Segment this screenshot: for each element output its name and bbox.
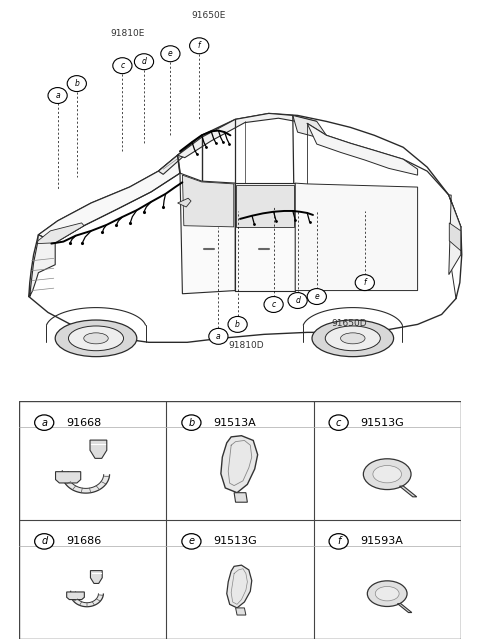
Text: 91686: 91686 [66, 537, 102, 546]
Text: f: f [198, 41, 201, 50]
Polygon shape [234, 492, 247, 502]
Circle shape [67, 76, 86, 92]
Text: 91668: 91668 [66, 418, 102, 428]
Polygon shape [30, 235, 55, 297]
Polygon shape [182, 175, 234, 227]
Polygon shape [90, 571, 102, 584]
Polygon shape [295, 183, 418, 291]
Polygon shape [307, 123, 418, 175]
Ellipse shape [55, 320, 137, 357]
Text: 91650D: 91650D [331, 319, 367, 329]
Text: 91593A: 91593A [360, 537, 404, 546]
Text: 91650E: 91650E [192, 11, 226, 20]
Text: f: f [337, 537, 340, 546]
Circle shape [190, 38, 209, 54]
Text: a: a [55, 91, 60, 100]
Ellipse shape [69, 326, 123, 351]
Circle shape [35, 534, 54, 549]
Circle shape [182, 534, 201, 549]
Polygon shape [37, 223, 84, 243]
Text: f: f [363, 278, 366, 287]
Text: a: a [216, 332, 221, 341]
Polygon shape [227, 565, 252, 608]
Text: 91810D: 91810D [228, 342, 264, 351]
Circle shape [134, 54, 154, 70]
Polygon shape [180, 173, 235, 294]
Ellipse shape [84, 333, 108, 344]
Ellipse shape [373, 465, 401, 483]
Circle shape [209, 329, 228, 344]
Text: b: b [188, 418, 194, 428]
Polygon shape [235, 183, 295, 291]
Circle shape [329, 415, 348, 430]
Text: c: c [272, 300, 276, 309]
Text: b: b [235, 320, 240, 329]
Circle shape [161, 46, 180, 62]
Circle shape [307, 289, 326, 304]
Ellipse shape [341, 333, 365, 344]
Circle shape [48, 87, 67, 103]
Polygon shape [178, 114, 317, 158]
Polygon shape [449, 223, 461, 251]
Circle shape [228, 317, 247, 333]
Text: 91513G: 91513G [214, 537, 257, 546]
Ellipse shape [375, 586, 399, 601]
Text: c: c [336, 418, 341, 428]
Polygon shape [236, 185, 294, 227]
Polygon shape [178, 198, 191, 207]
Circle shape [355, 275, 374, 291]
Circle shape [35, 415, 54, 430]
Ellipse shape [325, 326, 380, 351]
Polygon shape [56, 472, 81, 483]
Polygon shape [397, 603, 412, 612]
Ellipse shape [363, 459, 411, 490]
Polygon shape [158, 137, 202, 175]
Polygon shape [399, 486, 417, 497]
Polygon shape [62, 471, 109, 493]
Text: 91810E: 91810E [110, 29, 144, 38]
Polygon shape [90, 440, 107, 458]
Ellipse shape [312, 320, 394, 357]
Polygon shape [67, 592, 84, 600]
Polygon shape [449, 195, 461, 275]
Ellipse shape [367, 581, 407, 607]
Circle shape [329, 534, 348, 549]
Text: b: b [74, 79, 79, 88]
Text: a: a [41, 418, 47, 428]
Circle shape [264, 297, 283, 313]
Text: d: d [41, 537, 48, 546]
Polygon shape [71, 591, 103, 607]
Polygon shape [221, 436, 258, 492]
Polygon shape [293, 116, 326, 139]
Polygon shape [38, 155, 180, 243]
Polygon shape [236, 608, 246, 615]
Text: e: e [314, 292, 319, 301]
Circle shape [182, 415, 201, 430]
FancyBboxPatch shape [19, 401, 461, 639]
Text: c: c [120, 61, 124, 70]
Text: d: d [142, 57, 146, 66]
Text: 91513A: 91513A [214, 418, 256, 428]
Text: d: d [295, 296, 300, 305]
Circle shape [113, 58, 132, 74]
Text: e: e [168, 49, 173, 58]
Text: 91513G: 91513G [360, 418, 405, 428]
Circle shape [288, 293, 307, 309]
Text: e: e [189, 537, 194, 546]
